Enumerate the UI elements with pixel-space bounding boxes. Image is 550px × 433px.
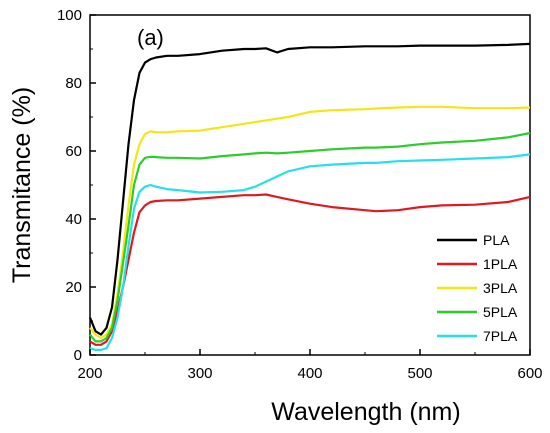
- y-tick-label: 100: [57, 7, 82, 24]
- axes-layer: 200 300 400 500 600 0 20 40 60 80 100: [57, 7, 543, 382]
- series-line-pla: [88, 42, 531, 336]
- legend-label-1pla: 1PLA: [483, 256, 518, 272]
- legend-label-pla: PLA: [483, 232, 510, 248]
- legend: PLA 1PLA 3PLA 5PLA 7PLA: [437, 232, 518, 344]
- legend-label-7pla: 7PLA: [483, 328, 518, 344]
- x-tick-label: 300: [187, 365, 212, 382]
- plot-frame: [89, 14, 531, 356]
- y-axis-title: Transmitance (%): [8, 87, 36, 283]
- series-line-7pla: [89, 153, 531, 351]
- y-tick-label: 60: [65, 143, 82, 160]
- plot-area: [89, 14, 531, 356]
- y-tick-label: 80: [65, 75, 82, 92]
- y-tick-label: 0: [74, 347, 82, 364]
- x-tick-label: 500: [407, 365, 432, 382]
- y-tick-label: 20: [65, 279, 82, 296]
- x-tick-label: 200: [77, 365, 102, 382]
- series-line-5pla: [89, 131, 531, 343]
- y-tick-label: 40: [65, 211, 82, 228]
- legend-label-5pla: 5PLA: [483, 304, 518, 320]
- legend-label-3pla: 3PLA: [483, 280, 518, 296]
- series-layer: [88, 42, 531, 351]
- x-tick-label: 600: [517, 365, 542, 382]
- x-tick-label: 400: [297, 365, 322, 382]
- panel-label: (a): [137, 25, 164, 50]
- x-axis-title: Wavelength (nm): [271, 398, 460, 426]
